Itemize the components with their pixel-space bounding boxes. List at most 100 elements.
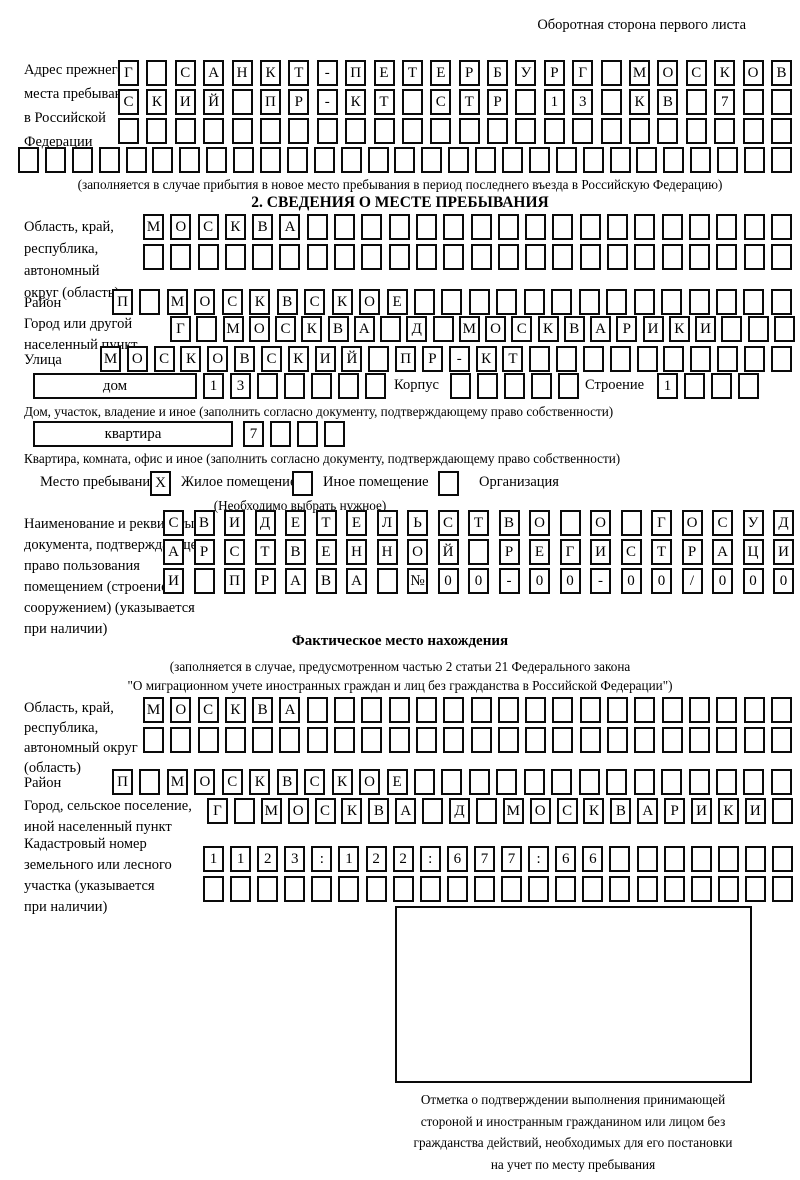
char-cell[interactable]: Й	[437, 539, 459, 565]
char-cell[interactable]	[297, 421, 318, 447]
char-cell[interactable]: К	[714, 60, 736, 86]
char-cell[interactable]	[773, 316, 795, 342]
char-cell[interactable]	[515, 118, 537, 144]
char-cell[interactable]: 0	[437, 568, 459, 594]
char-cell[interactable]: 2	[257, 846, 279, 872]
char-cell[interactable]: 0	[651, 568, 672, 594]
char-cell[interactable]	[443, 244, 465, 270]
char-cell[interactable]: Р	[487, 89, 509, 115]
char-cell[interactable]	[717, 346, 739, 372]
char-cell[interactable]: К	[583, 798, 605, 824]
char-cell[interactable]	[139, 769, 161, 795]
char-cell[interactable]: А	[712, 539, 733, 565]
char-cell[interactable]	[531, 373, 552, 399]
organization-checkbox[interactable]	[438, 471, 459, 496]
char-cell[interactable]	[770, 214, 792, 240]
char-cell[interactable]: О	[485, 316, 506, 342]
char-cell[interactable]: И	[590, 539, 611, 565]
char-cell[interactable]: С	[511, 316, 533, 342]
char-cell[interactable]: В	[368, 798, 390, 824]
char-cell[interactable]	[715, 289, 737, 315]
char-cell[interactable]: С	[153, 346, 175, 372]
char-cell[interactable]	[688, 727, 710, 753]
char-cell[interactable]: С	[260, 346, 282, 372]
char-cell[interactable]: И	[744, 798, 766, 824]
char-cell[interactable]: 3	[230, 373, 251, 399]
char-cell[interactable]	[233, 147, 255, 173]
char-cell[interactable]	[716, 244, 738, 270]
char-cell[interactable]	[286, 147, 308, 173]
char-cell[interactable]: Р	[421, 346, 443, 372]
char-cell[interactable]	[634, 214, 656, 240]
char-cell[interactable]	[523, 769, 545, 795]
char-cell[interactable]: А	[590, 316, 611, 342]
char-cell[interactable]	[284, 373, 305, 399]
char-cell[interactable]: 0	[468, 568, 489, 594]
char-cell[interactable]: О	[681, 510, 703, 536]
char-cell[interactable]	[368, 346, 390, 372]
char-cell[interactable]	[367, 147, 389, 173]
char-cell[interactable]: Б	[487, 60, 509, 86]
char-cell[interactable]: И	[224, 510, 245, 536]
char-cell[interactable]	[742, 118, 764, 144]
char-cell[interactable]	[629, 118, 651, 144]
char-cell[interactable]	[582, 876, 604, 902]
char-cell[interactable]	[224, 727, 246, 753]
char-cell[interactable]	[607, 214, 629, 240]
char-cell[interactable]: М	[100, 346, 121, 372]
char-cell[interactable]	[170, 244, 192, 270]
char-cell[interactable]: М	[166, 289, 188, 315]
char-cell[interactable]	[231, 89, 253, 115]
char-cell[interactable]	[146, 60, 168, 86]
char-cell[interactable]: /	[681, 568, 703, 594]
char-cell[interactable]	[415, 727, 437, 753]
char-cell[interactable]: С	[437, 510, 459, 536]
char-cell[interactable]: И	[695, 316, 716, 342]
char-cell[interactable]	[579, 727, 601, 753]
char-cell[interactable]	[174, 118, 196, 144]
char-cell[interactable]	[607, 697, 629, 723]
char-cell[interactable]	[529, 346, 551, 372]
char-cell[interactable]	[252, 244, 274, 270]
char-cell[interactable]	[551, 289, 573, 315]
char-cell[interactable]	[663, 876, 685, 902]
char-cell[interactable]: -	[590, 568, 611, 594]
char-cell[interactable]: О	[126, 346, 148, 372]
char-cell[interactable]	[636, 147, 658, 173]
char-cell[interactable]	[600, 118, 622, 144]
char-cell[interactable]	[688, 244, 710, 270]
char-cell[interactable]: К	[668, 316, 690, 342]
char-cell[interactable]	[688, 697, 710, 723]
char-cell[interactable]	[515, 89, 537, 115]
char-cell[interactable]: В	[276, 289, 298, 315]
char-cell[interactable]: О	[590, 510, 611, 536]
char-cell[interactable]	[257, 876, 279, 902]
char-cell[interactable]	[771, 876, 793, 902]
char-cell[interactable]	[747, 316, 769, 342]
char-cell[interactable]	[125, 147, 147, 173]
char-cell[interactable]	[578, 289, 600, 315]
char-cell[interactable]	[504, 373, 525, 399]
char-cell[interactable]: У	[515, 60, 537, 86]
char-cell[interactable]: 6	[582, 846, 604, 872]
char-cell[interactable]	[528, 876, 550, 902]
char-cell[interactable]: 1	[657, 373, 678, 399]
char-cell[interactable]	[525, 727, 547, 753]
char-cell[interactable]: Т	[468, 510, 489, 536]
char-cell[interactable]	[525, 214, 547, 240]
char-cell[interactable]: Т	[502, 346, 524, 372]
char-cell[interactable]	[609, 147, 631, 173]
char-cell[interactable]: 7	[501, 846, 523, 872]
char-cell[interactable]: 2	[365, 846, 387, 872]
char-cell[interactable]	[738, 373, 759, 399]
char-cell[interactable]: А	[279, 697, 301, 723]
char-cell[interactable]	[203, 118, 225, 144]
char-cell[interactable]: К	[331, 769, 353, 795]
char-cell[interactable]	[306, 727, 328, 753]
char-cell[interactable]	[721, 316, 743, 342]
char-cell[interactable]: №	[407, 568, 428, 594]
char-cell[interactable]: С	[430, 89, 452, 115]
char-cell[interactable]	[340, 147, 362, 173]
char-cell[interactable]	[470, 697, 492, 723]
char-cell[interactable]	[688, 214, 710, 240]
